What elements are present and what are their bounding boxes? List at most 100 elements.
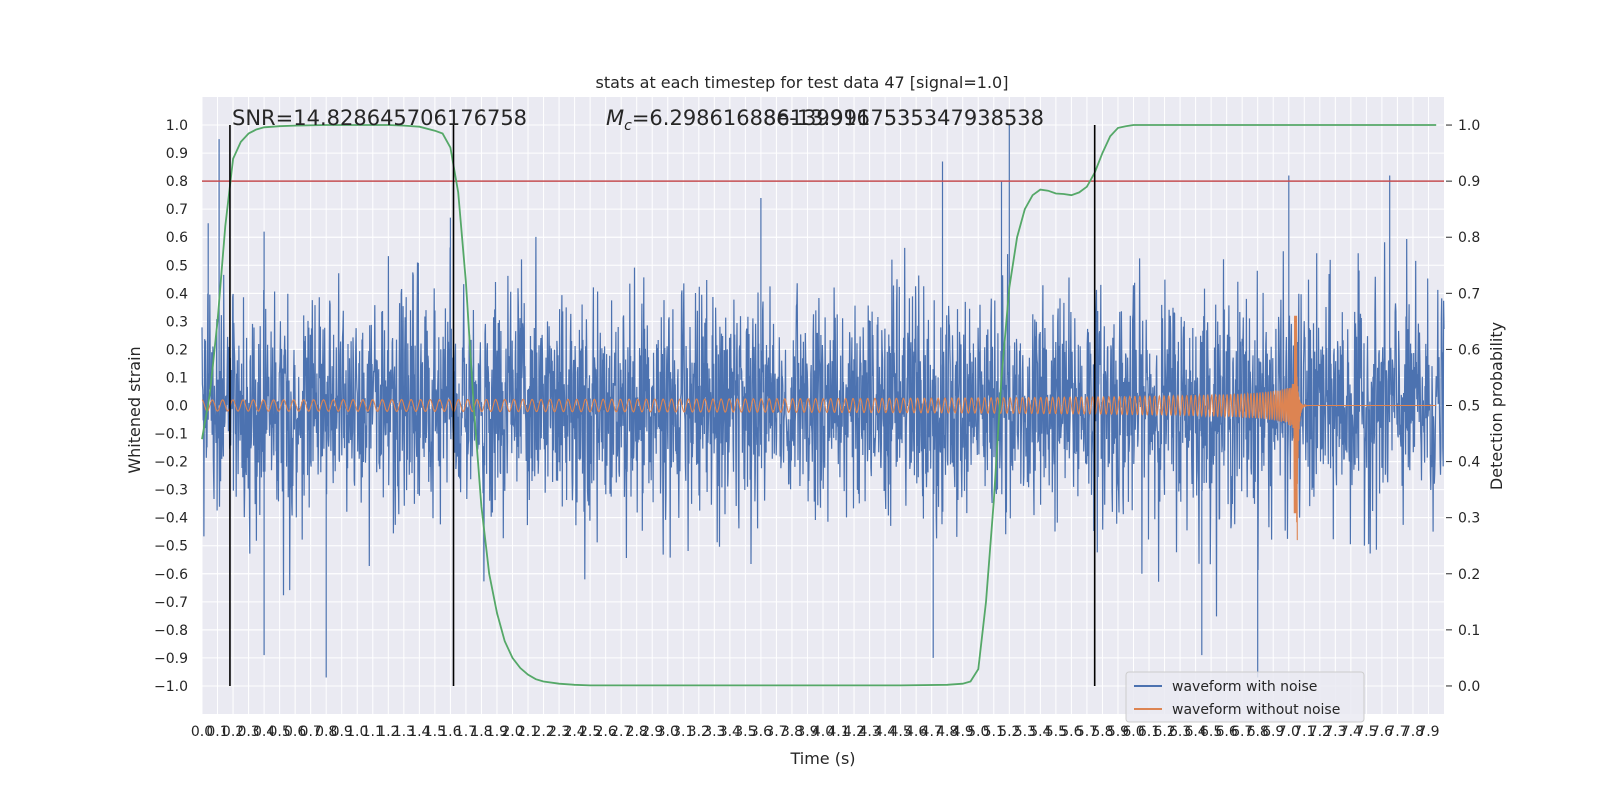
chart-title: stats at each timestep for test data 47 … [596,73,1009,92]
x-tick-label: 1.8 [470,724,492,740]
y-tick-label: 0.9 [166,146,188,162]
x-tick-label: 2.8 [626,724,648,740]
x-tick-label: 0.3 [237,724,259,740]
x-tick-label: 2.5 [579,724,601,740]
y2-tick-label: 0.0 [1458,679,1480,695]
x-tick-label: 3.5 [734,724,756,740]
x-tick-label: 0.5 [268,724,290,740]
x-tick-label: 5.3 [1014,724,1036,740]
x-tick-label: 5.8 [1091,724,1113,740]
x-tick-label: 7.8 [1402,724,1424,740]
x-tick-label: 1.7 [455,724,477,740]
y-tick-label: −0.9 [154,651,188,667]
y-tick-label: −0.4 [154,511,188,527]
x-tick-label: 5.0 [967,724,989,740]
x-tick-label: 0.6 [284,724,306,740]
y-tick-label: −0.3 [154,483,188,499]
x-tick-label: 3.0 [657,724,679,740]
x-tick-label: 2.0 [501,724,523,740]
x-tick-label: 3.3 [703,724,725,740]
x-tick-label: 4.1 [827,724,849,740]
x-tick-label: 0.8 [315,724,337,740]
x-tick-label: 3.9 [796,724,818,740]
x-tick-label: 1.3 [393,724,415,740]
series-waveform-without-noise [201,315,1437,541]
y2-tick-label: 0.6 [1458,342,1480,358]
x-tick-label: 3.4 [719,724,741,740]
x-tick-label: 3.1 [672,724,694,740]
y2-tick-label: 0.3 [1458,511,1480,527]
x-tick-label: 6.5 [1200,724,1222,740]
y-tick-label: 0.1 [166,370,188,386]
x-tick-label: 6.4 [1184,724,1206,740]
y2-tick-label: 0.5 [1458,399,1480,415]
x-tick-label: 1.2 [377,724,399,740]
y2-tick-label: 0.9 [1458,174,1480,190]
x-tick-label: 4.3 [858,724,880,740]
x-tick-label: 4.9 [952,724,974,740]
legend-label: waveform without noise [1172,702,1340,718]
series-detection-probability [201,124,1437,687]
x-tick-label: 6.3 [1169,724,1191,740]
x-tick-label: 1.4 [408,724,430,740]
x-tick-label: 5.9 [1107,724,1129,740]
x-tick-label: 3.8 [781,724,803,740]
x-tick-label: 1.0 [346,724,368,740]
y-tick-label: −0.8 [154,623,188,639]
x-tick-label: 2.6 [595,724,617,740]
y2-tick-label: 0.1 [1458,623,1480,639]
x-tick-label: 7.7 [1386,724,1408,740]
x-tick-label: 6.6 [1216,724,1238,740]
x-tick-label: 6.8 [1247,724,1269,740]
x-tick-label: 7.5 [1355,724,1377,740]
x-tick-label: 4.7 [921,724,943,740]
x-tick-label: 5.7 [1076,724,1098,740]
series-waveform-with-noise [201,125,1445,678]
y2-tick-label: 0.4 [1458,455,1480,471]
x-tick-label: 5.2 [998,724,1020,740]
y-tick-label: −0.6 [154,567,188,583]
x-tick-label: 5.6 [1060,724,1082,740]
x-tick-label: 3.2 [688,724,710,740]
y-tick-label: −0.1 [154,427,188,443]
y-tick-label: −0.7 [154,595,188,611]
x-tick-label: 2.4 [563,724,585,740]
x-tick-label: 7.6 [1371,724,1393,740]
y-axis-label: Whitened strain [125,346,144,473]
snr-annotation: SNR=14.828645706176758 [232,106,527,130]
x-tick-label: 6.0 [1122,724,1144,740]
y-tick-label: 0.2 [166,342,188,358]
x-tick-label: 6.1 [1138,724,1160,740]
x-tick-label: 0.7 [300,724,322,740]
x-tick-label: 7.9 [1417,724,1439,740]
y-tick-label: 0.0 [166,399,188,415]
y2-tick-label: 1.0 [1458,118,1480,134]
y-tick-label: 0.3 [166,314,188,330]
x-tick-label: 1.9 [486,724,508,740]
x-tick-label: 0.1 [206,724,228,740]
y-tick-label: 1.0 [166,118,188,134]
y2-tick-label: 0.2 [1458,567,1480,583]
y-tick-label: −0.5 [154,539,188,555]
x-tick-label: 3.7 [765,724,787,740]
x-tick-label: 4.6 [905,724,927,740]
x-tick-label: 1.5 [424,724,446,740]
x-axis-label: Time (s) [789,749,855,768]
x-tick-label: 4.8 [936,724,958,740]
x-tick-label: 2.9 [641,724,663,740]
x-tick-label: 3.6 [750,724,772,740]
x-tick-label: 0.9 [331,724,353,740]
x-tick-label: 0.2 [222,724,244,740]
x-tick-label: 6.2 [1153,724,1175,740]
x-tick-label: 4.5 [889,724,911,740]
x-tick-label: 6.9 [1262,724,1284,740]
x-tick-label: 4.4 [874,724,896,740]
y2-tick-label: 0.7 [1458,286,1480,302]
y-tick-label: −0.2 [154,455,188,471]
y-tick-label: 0.5 [166,258,188,274]
chirp-mass-annotation: Mc=6.298616886139916 [606,106,870,134]
x-tick-label: 1.1 [362,724,384,740]
legend: waveform with noise waveform without nois… [1125,671,1365,723]
y-tick-label: 0.6 [166,230,188,246]
